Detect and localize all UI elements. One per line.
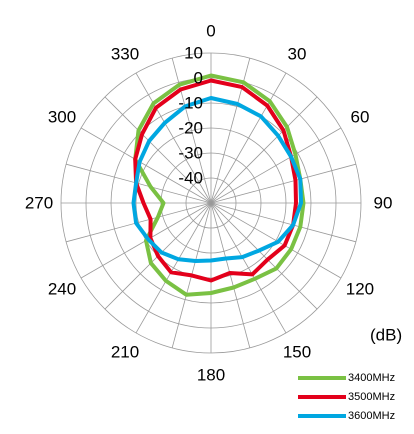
grid-spoke (210, 72, 287, 204)
unit-label: (dB) (370, 326, 402, 345)
grid-spoke (135, 202, 212, 334)
legend-label-3500MHz: 3500MHz (348, 391, 395, 403)
angle-label-180: 180 (197, 366, 225, 385)
grid-spoke (210, 96, 318, 204)
angle-label-330: 330 (111, 45, 139, 64)
legend: 3400MHz 3500MHz 3600MHz (298, 372, 395, 422)
radial-label--10: -10 (178, 94, 203, 113)
radial-label--30: -30 (178, 144, 203, 163)
axis-labels: 0 30 60 90 120 150 180 210 240 270 300 330 -40 -30 -20… (25, 22, 402, 385)
grid-spoke (210, 202, 251, 348)
grid-spoke (210, 202, 318, 310)
grid-spoke (66, 163, 212, 204)
angle-label-0: 0 (206, 22, 215, 41)
angle-label-30: 30 (288, 45, 307, 64)
angle-label-270: 270 (25, 194, 53, 213)
radial-label-0: 0 (194, 69, 203, 88)
series-line-3600MHz (131, 96, 303, 263)
legend-label-3400MHz: 3400MHz (348, 372, 395, 384)
radial-label--40: -40 (178, 169, 203, 188)
grid-spoke (66, 202, 212, 243)
radial-label--20: -20 (178, 119, 203, 138)
angle-label-60: 60 (350, 108, 369, 127)
grid-spoke (104, 96, 212, 204)
grid-spoke (210, 163, 356, 204)
legend-label-3600MHz: 3600MHz (348, 410, 395, 422)
angle-label-120: 120 (346, 280, 374, 299)
series-layer (131, 73, 306, 297)
grid-spoke (80, 127, 212, 204)
grid-spoke (171, 58, 212, 204)
angle-label-150: 150 (283, 342, 311, 361)
radial-label-10: 10 (184, 44, 203, 63)
angle-label-90: 90 (374, 194, 393, 213)
angle-label-240: 240 (48, 280, 76, 299)
grid-spoke (210, 127, 342, 204)
grid-spoke (135, 72, 212, 204)
grid-spoke (210, 202, 356, 243)
grid-spoke (210, 202, 342, 279)
grid-spoke (210, 202, 287, 334)
angle-label-210: 210 (111, 342, 139, 361)
angle-label-300: 300 (48, 108, 76, 127)
